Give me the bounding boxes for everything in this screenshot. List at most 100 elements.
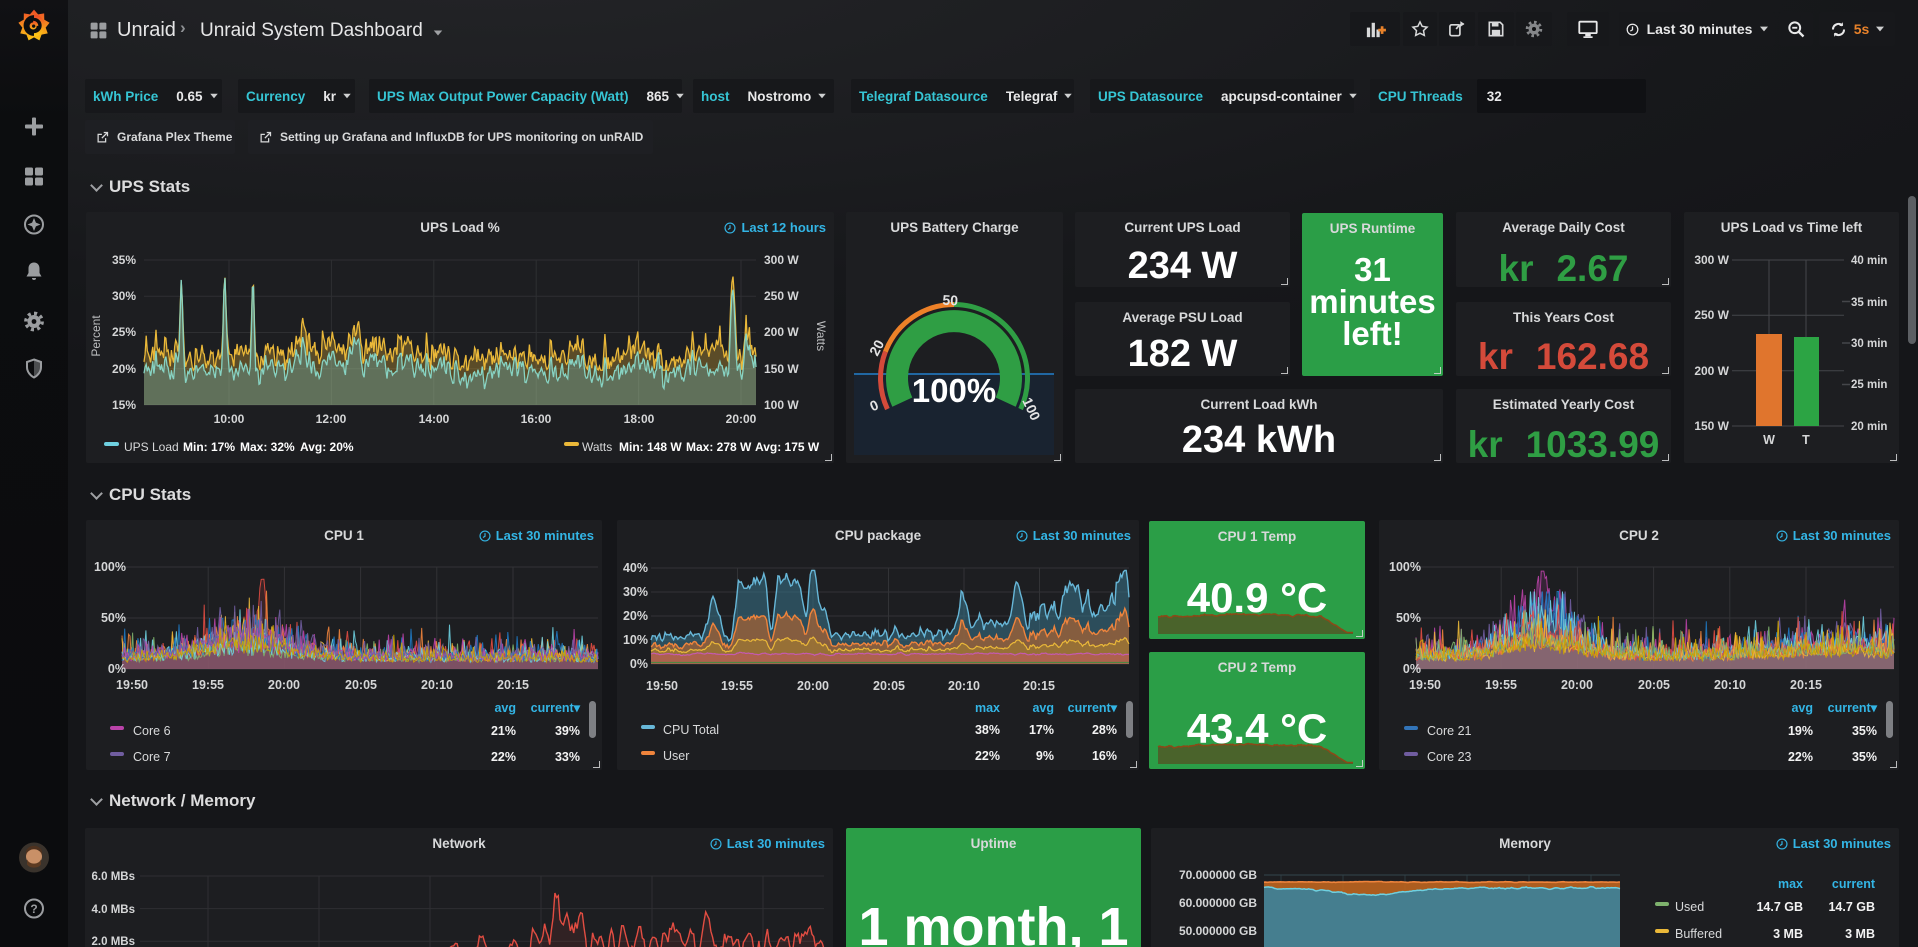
svg-text:150 W: 150 W bbox=[764, 362, 799, 376]
svg-text:250 W: 250 W bbox=[1694, 308, 1729, 322]
svg-text:Watts: Watts bbox=[582, 440, 612, 454]
svg-text:50%: 50% bbox=[1396, 611, 1421, 625]
svg-text:20%: 20% bbox=[112, 362, 136, 376]
svg-text:Core 23: Core 23 bbox=[1427, 750, 1472, 764]
svg-text:20:05: 20:05 bbox=[345, 678, 377, 692]
svg-text:2.0 MBs: 2.0 MBs bbox=[92, 936, 135, 947]
svg-text:20 min: 20 min bbox=[1851, 421, 1887, 433]
svg-text:max: max bbox=[1778, 877, 1803, 891]
svg-text:60.000000 GB: 60.000000 GB bbox=[1179, 896, 1257, 910]
svg-text:25 min: 25 min bbox=[1851, 379, 1887, 391]
svg-text:35%: 35% bbox=[1852, 724, 1877, 738]
svg-text:Avg: 20%: Avg: 20% bbox=[300, 440, 354, 454]
svg-text:35 min: 35 min bbox=[1851, 297, 1887, 309]
svg-text:100%: 100% bbox=[1389, 560, 1421, 574]
svg-text:100%: 100% bbox=[94, 560, 126, 574]
svg-text:W: W bbox=[1763, 433, 1775, 447]
svg-text:?: ? bbox=[30, 902, 37, 916]
svg-text:9%: 9% bbox=[1036, 749, 1054, 763]
svg-text:200 W: 200 W bbox=[764, 325, 799, 339]
svg-text:Max: 32%: Max: 32% bbox=[240, 440, 295, 454]
svg-text:current▾: current▾ bbox=[531, 701, 581, 715]
svg-text:39%: 39% bbox=[555, 724, 580, 738]
svg-text:28%: 28% bbox=[1092, 723, 1117, 737]
svg-text:20:00: 20:00 bbox=[726, 412, 757, 426]
svg-text:20:15: 20:15 bbox=[1790, 678, 1822, 692]
svg-text:35%: 35% bbox=[112, 253, 136, 267]
svg-text:20:05: 20:05 bbox=[873, 679, 905, 693]
svg-text:14.7 GB: 14.7 GB bbox=[1828, 900, 1875, 914]
svg-text:20%: 20% bbox=[623, 609, 648, 623]
svg-text:current▾: current▾ bbox=[1068, 701, 1118, 715]
svg-text:150 W: 150 W bbox=[1694, 419, 1729, 433]
svg-text:19:50: 19:50 bbox=[646, 679, 678, 693]
svg-text:4.0 MBs: 4.0 MBs bbox=[92, 904, 135, 916]
svg-text:Core 7: Core 7 bbox=[133, 750, 171, 764]
svg-text:max: max bbox=[975, 701, 1000, 715]
svg-text:22%: 22% bbox=[975, 749, 1000, 763]
svg-text:20:00: 20:00 bbox=[797, 679, 829, 693]
svg-text:Core 6: Core 6 bbox=[133, 724, 171, 738]
svg-text:19:55: 19:55 bbox=[192, 678, 224, 692]
svg-text:current▾: current▾ bbox=[1828, 701, 1878, 715]
svg-text:20:00: 20:00 bbox=[1561, 678, 1593, 692]
svg-text:CPU Total: CPU Total bbox=[663, 723, 719, 737]
svg-text:20: 20 bbox=[866, 337, 888, 358]
svg-text:50: 50 bbox=[942, 292, 959, 309]
svg-text:14.7 GB: 14.7 GB bbox=[1756, 900, 1803, 914]
svg-text:19%: 19% bbox=[1788, 724, 1813, 738]
svg-text:30 min: 30 min bbox=[1851, 338, 1887, 350]
svg-text:avg: avg bbox=[494, 701, 516, 715]
svg-text:30%: 30% bbox=[623, 585, 648, 599]
svg-text:0%: 0% bbox=[1403, 662, 1421, 676]
svg-text:20:05: 20:05 bbox=[1638, 678, 1670, 692]
svg-text:21%: 21% bbox=[491, 724, 516, 738]
svg-text:100%: 100% bbox=[912, 372, 996, 409]
svg-text:15%: 15% bbox=[112, 398, 136, 412]
svg-text:0%: 0% bbox=[108, 662, 126, 676]
svg-text:avg: avg bbox=[1791, 701, 1813, 715]
svg-text:22%: 22% bbox=[491, 750, 516, 764]
svg-text:User: User bbox=[663, 749, 689, 763]
svg-text:17%: 17% bbox=[1029, 723, 1054, 737]
svg-text:20:10: 20:10 bbox=[421, 678, 453, 692]
svg-text:3 MB: 3 MB bbox=[1845, 927, 1875, 941]
svg-text:19:50: 19:50 bbox=[116, 678, 148, 692]
svg-text:Avg: 175 W: Avg: 175 W bbox=[755, 440, 820, 454]
svg-text:Percent: Percent bbox=[89, 315, 103, 357]
svg-text:20:10: 20:10 bbox=[948, 679, 980, 693]
svg-text:10%: 10% bbox=[623, 633, 648, 647]
svg-text:19:50: 19:50 bbox=[1409, 678, 1441, 692]
svg-text:6.0 MBs: 6.0 MBs bbox=[92, 871, 135, 883]
svg-text:35%: 35% bbox=[1852, 750, 1877, 764]
svg-text:50.000000 GB: 50.000000 GB bbox=[1179, 924, 1257, 938]
svg-text:12:00: 12:00 bbox=[316, 412, 347, 426]
svg-text:38%: 38% bbox=[975, 723, 1000, 737]
svg-text:100 W: 100 W bbox=[764, 398, 799, 412]
svg-text:16%: 16% bbox=[1092, 749, 1117, 763]
svg-text:Used: Used bbox=[1675, 900, 1704, 914]
svg-text:40%: 40% bbox=[623, 561, 648, 575]
svg-text:19:55: 19:55 bbox=[721, 679, 753, 693]
svg-text:22%: 22% bbox=[1788, 750, 1813, 764]
svg-text:19:55: 19:55 bbox=[1485, 678, 1517, 692]
svg-text:18:00: 18:00 bbox=[624, 412, 655, 426]
svg-text:current: current bbox=[1832, 877, 1876, 891]
svg-text:25%: 25% bbox=[112, 325, 136, 339]
svg-text:20:15: 20:15 bbox=[1023, 679, 1055, 693]
svg-text:300 W: 300 W bbox=[764, 253, 799, 267]
svg-text:Max: 278 W: Max: 278 W bbox=[686, 440, 752, 454]
svg-text:300 W: 300 W bbox=[1694, 253, 1729, 267]
svg-text:14:00: 14:00 bbox=[419, 412, 450, 426]
svg-text:Core 21: Core 21 bbox=[1427, 724, 1472, 738]
svg-text:3 MB: 3 MB bbox=[1773, 927, 1803, 941]
svg-text:Min: 148 W: Min: 148 W bbox=[619, 440, 682, 454]
svg-text:Watts: Watts bbox=[814, 321, 828, 351]
svg-text:avg: avg bbox=[1032, 701, 1054, 715]
svg-text:UPS Load: UPS Load bbox=[124, 440, 179, 454]
svg-text:Min: 17%: Min: 17% bbox=[183, 440, 235, 454]
svg-text:200 W: 200 W bbox=[1694, 364, 1729, 378]
svg-text:Buffered: Buffered bbox=[1675, 927, 1722, 941]
svg-text:250 W: 250 W bbox=[764, 289, 799, 303]
svg-text:16:00: 16:00 bbox=[521, 412, 552, 426]
